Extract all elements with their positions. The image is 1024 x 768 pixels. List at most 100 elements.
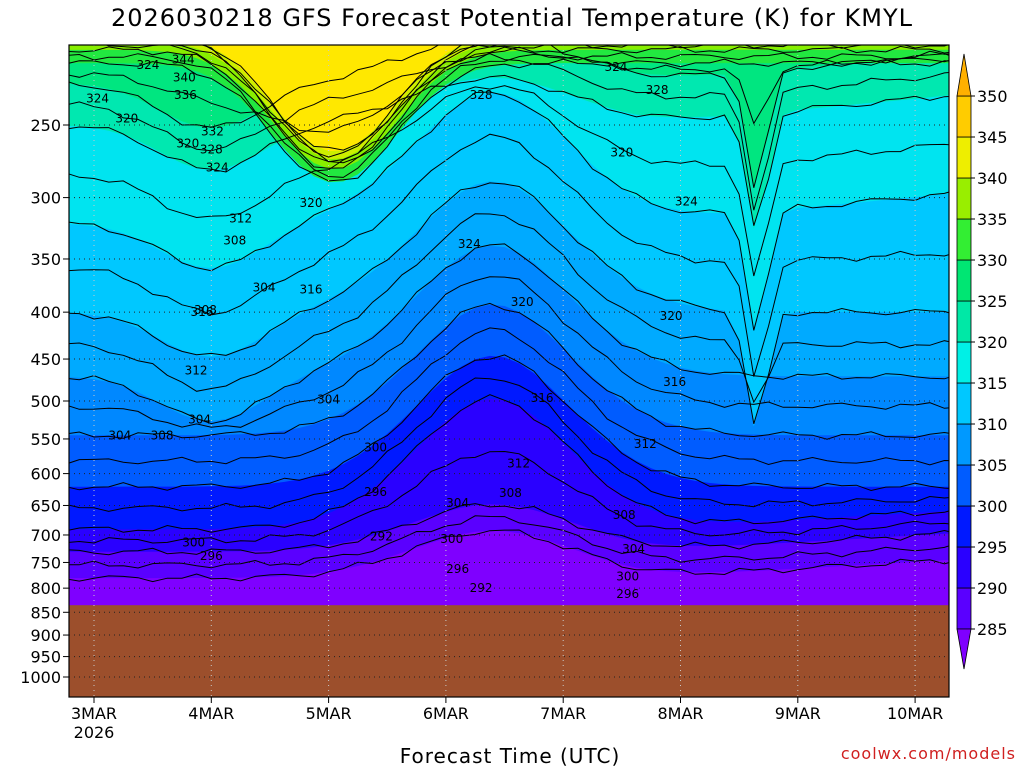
- colorbar-label: 295: [977, 538, 1008, 557]
- contour-lines: [65, 11, 974, 583]
- colorbar-label: 290: [977, 579, 1008, 598]
- contour-line-330: [69, 46, 949, 133]
- y-tick-label: 450: [30, 350, 61, 369]
- y-tick-label: 550: [30, 430, 61, 449]
- contour-label: 312: [507, 457, 530, 471]
- y-tick-label: 400: [30, 303, 61, 322]
- contour-label: 320: [176, 137, 199, 151]
- colorbar-segment: [956, 300, 972, 343]
- contour-line-340: [170, 45, 499, 163]
- contour-line-332: [69, 58, 949, 182]
- colorbar-segment: [956, 341, 972, 384]
- colorbar-label: 330: [977, 251, 1008, 270]
- y-tick-label: 850: [30, 603, 61, 622]
- contour-label: 312: [229, 211, 252, 225]
- contour-label: 300: [182, 535, 205, 549]
- x-axis-label: Forecast Time (UTC): [399, 744, 621, 768]
- site-credit[interactable]: coolwx.com/models: [840, 744, 1016, 763]
- contour-line-328: [69, 45, 949, 188]
- x-tick-label: 6MAR: [423, 704, 469, 723]
- contour-line-324: [69, 74, 949, 226]
- contour-label: 304: [253, 281, 276, 295]
- colorbar-segment: [956, 587, 972, 630]
- contour-label: 316: [300, 283, 323, 297]
- contour-line-316: [69, 182, 949, 424]
- y-tick-label: 950: [30, 648, 61, 667]
- contour-label: 340: [173, 71, 196, 85]
- y-tick-label: 300: [30, 189, 61, 208]
- contour-labels: 344 340 336 332 328 324 324 324 320 320 312 308 304 3…: [86, 52, 698, 601]
- terrain-fill: [69, 605, 949, 697]
- contour-label: 320: [610, 146, 633, 160]
- contour-label: 328: [470, 88, 493, 102]
- colorbar-segment: [956, 546, 972, 589]
- y-tick-label: 500: [30, 392, 61, 411]
- colorbar-segment: [956, 464, 972, 507]
- contour-label: 304: [446, 496, 469, 510]
- y-tick-label: 900: [30, 626, 61, 645]
- contour-label: 308: [499, 486, 522, 500]
- contour-label: 316: [531, 391, 554, 405]
- colorbar-min-arrow: [956, 628, 972, 670]
- contour-label: 300: [364, 441, 387, 455]
- axes: 250 300 350 400 450 500 550 600 650 700 750 800 850 9…: [20, 44, 950, 742]
- contour-label: 304: [317, 392, 340, 406]
- contour-label: 332: [201, 124, 224, 138]
- colorbar-label: 345: [977, 128, 1008, 147]
- x-tick-label: 8MAR: [657, 704, 703, 723]
- contour-line-320: [69, 91, 949, 331]
- colorbar-label: 325: [977, 292, 1008, 311]
- x-tick-label: 3MAR: [71, 704, 117, 723]
- colorbar-label: 285: [977, 620, 1008, 639]
- contour-line-322: [69, 85, 949, 277]
- colorbar-label: 315: [977, 374, 1008, 393]
- contour-label: 328: [646, 83, 669, 97]
- contour-label: 324: [86, 92, 109, 106]
- contour-line-342: [200, 45, 481, 158]
- terrain-mask: [69, 605, 949, 697]
- x-year-label: 2026: [74, 723, 115, 742]
- grid-lines: [69, 45, 949, 697]
- contour-label: 296: [200, 549, 223, 563]
- contour-label: 296: [446, 562, 469, 576]
- contour-line-300: [69, 394, 949, 533]
- contour-label: 320: [660, 309, 683, 323]
- contour-label: 316: [663, 375, 686, 389]
- contour-label: 324: [675, 195, 698, 209]
- colorbar-segment: [956, 218, 972, 261]
- contour-label: 336: [174, 88, 197, 102]
- contour-label: 312: [185, 363, 208, 377]
- contour-label: 324: [458, 237, 481, 251]
- contour-label: 300: [616, 570, 639, 584]
- colorbar: 285 290 295 300 305 310 315 320 325 330 335 340 345 3…: [956, 53, 1008, 670]
- contour-label: 320: [300, 196, 323, 210]
- colorbar-label: 340: [977, 169, 1008, 188]
- contour-line-298: [69, 450, 949, 544]
- colorbar-segment: [956, 382, 972, 425]
- contour-label: 296: [616, 587, 639, 601]
- contour-label: 328: [200, 143, 223, 157]
- y-tick-label: 650: [30, 496, 61, 515]
- contour-line-348: [65, 17, 974, 25]
- colorbar-max-arrow: [956, 53, 972, 97]
- contour-label: 292: [370, 530, 393, 544]
- contour-line-334: [69, 52, 949, 178]
- colorbar-segment: [956, 177, 972, 220]
- contour-label: 296: [364, 485, 387, 499]
- contour-line-346: [65, 23, 974, 31]
- plot-frame: [68, 44, 950, 698]
- contour-line-350: [65, 11, 974, 19]
- contour-label: 308: [223, 233, 246, 247]
- y-tick-label: 800: [30, 579, 61, 598]
- contour-line-306: [69, 327, 949, 466]
- contour-line-294: [69, 515, 949, 569]
- y-tick-label: 600: [30, 465, 61, 484]
- y-tick-label: 250: [30, 116, 61, 135]
- colorbar-label: 300: [977, 497, 1008, 516]
- colorbar-label: 305: [977, 456, 1008, 475]
- x-tick-label: 9MAR: [775, 704, 821, 723]
- contour-label: 304: [108, 428, 131, 442]
- contour-label: 324: [137, 58, 160, 72]
- contour-label: 324: [605, 60, 628, 74]
